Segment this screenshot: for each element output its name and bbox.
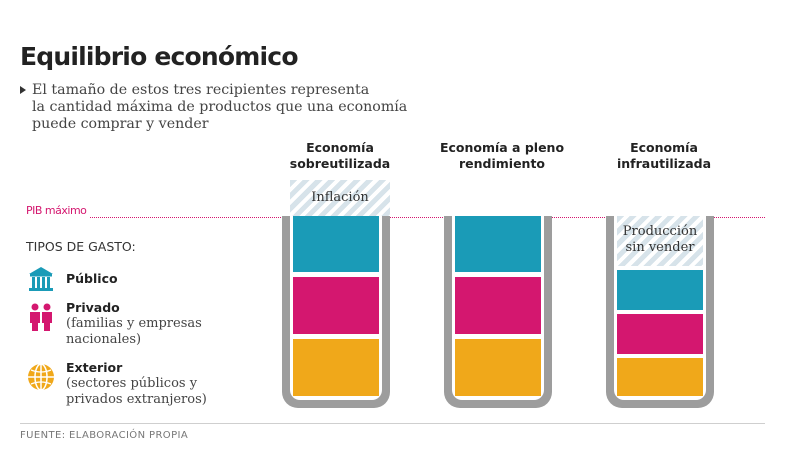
legend-name-exterior: Exterior [66, 360, 123, 375]
subtitle-line-1: El tamaño de estos tres recipientes repr… [32, 82, 370, 98]
legend-name-privado: Privado [66, 300, 120, 315]
column-title-overused: Economía sobreutilizada [265, 140, 415, 172]
column-title-underused-line-1: Economía [630, 140, 698, 155]
legend-desc-exterior: (sectores públicos y privados extranjero… [66, 376, 207, 407]
government-building-icon [29, 267, 53, 291]
column-title-full-line-1: Economía a pleno [439, 140, 565, 155]
footer-divider [20, 423, 765, 424]
layer-publico [455, 216, 541, 272]
column-title-overused-line-1: Economía [306, 140, 374, 155]
container-underused: Producción sin vender [606, 216, 714, 408]
inflation-label: Inflación [311, 190, 369, 205]
subtitle-line-3: puede comprar y vender [32, 116, 209, 132]
inflation-overflow: Inflación [290, 180, 390, 216]
layer-publico [617, 270, 703, 310]
layer-exterior [455, 339, 541, 396]
pib-max-line [90, 217, 765, 218]
layer-privado [455, 277, 541, 334]
layer-privado [293, 277, 379, 334]
container-full [444, 216, 552, 408]
legend-name-publico: Público [66, 271, 118, 286]
column-title-full-line-2: rendimiento [458, 156, 546, 171]
layer-publico [293, 216, 379, 272]
unsold-label-line-2: sin vender [625, 240, 695, 255]
column-title-full: Economía a pleno rendimiento [427, 140, 577, 172]
subtitle: El tamaño de estos tres recipientes repr… [20, 82, 450, 133]
globe-icon [28, 363, 54, 391]
column-title-underused: Economía infrautilizada [589, 140, 739, 172]
subtitle-line-2: la cantidad máxima de productos que una … [32, 99, 408, 115]
chart-title: Equilibrio económico [20, 42, 299, 71]
layer-privado [617, 314, 703, 354]
source-note: FUENTE: ELABORACIÓN PROPIA [20, 430, 189, 441]
unsold-label-line-1: Producción [622, 224, 698, 239]
layer-exterior [293, 339, 379, 396]
column-title-underused-line-2: infrautilizada [616, 156, 712, 171]
legend-title: TIPOS DE GASTO: [26, 239, 136, 254]
container-overused [282, 216, 390, 408]
unsold-production-area: Producción sin vender [617, 216, 703, 266]
people-icon [30, 303, 52, 331]
pib-max-label: PIB máximo [26, 204, 87, 217]
layer-exterior [617, 358, 703, 396]
bullet-triangle-icon [20, 86, 26, 94]
legend-desc-privado: (familias y empresas nacionales) [66, 316, 202, 347]
column-title-overused-line-2: sobreutilizada [289, 156, 391, 171]
